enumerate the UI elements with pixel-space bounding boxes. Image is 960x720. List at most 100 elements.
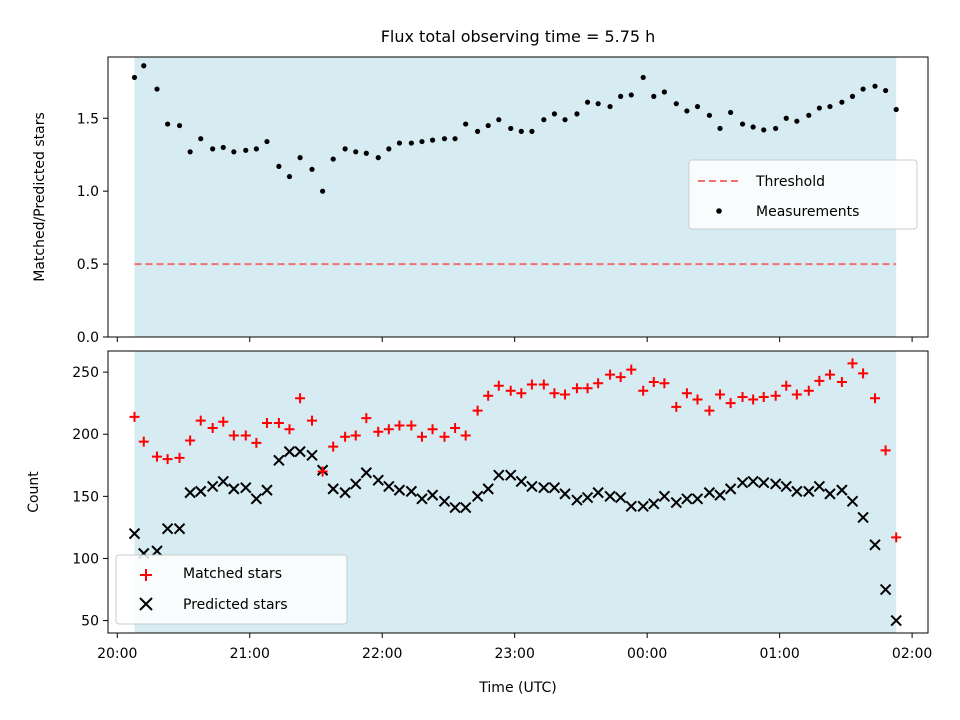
- measurement-point: [176, 122, 183, 129]
- measurement-point: [728, 109, 734, 116]
- predicted-star-point: [824, 488, 836, 500]
- matched-star-point: [218, 416, 229, 427]
- matched-star-point: [671, 401, 682, 412]
- measurement-point: [286, 173, 293, 180]
- predicted-star-point: [857, 511, 869, 524]
- measurement-point: [529, 128, 535, 134]
- predicted-star-point: [482, 483, 494, 495]
- legend-predicted-label: Predicted stars: [183, 597, 288, 613]
- predicted-star-point: [206, 480, 219, 493]
- predicted-star-points: [128, 445, 902, 627]
- measurement-point: [131, 74, 138, 81]
- matched-star-point: [162, 454, 173, 465]
- top-y-axis: 0.0 0.5 1.0 1.5: [77, 111, 108, 346]
- matched-star-point: [516, 388, 527, 399]
- measurement-point: [463, 121, 469, 127]
- measurement-point: [562, 117, 568, 123]
- bottom-legend: Matched stars Predicted stars: [115, 554, 348, 625]
- measurement-point: [452, 136, 458, 142]
- predicted-star-point: [724, 483, 737, 495]
- predicted-star-point: [493, 469, 505, 481]
- predicted-star-point: [261, 484, 273, 496]
- matched-star-point: [891, 532, 902, 543]
- matched-star-point: [659, 378, 670, 389]
- matched-star-point: [560, 389, 571, 400]
- predicted-star-point: [273, 454, 285, 467]
- predicted-star-point: [670, 496, 683, 509]
- predicted-star-point: [438, 495, 451, 508]
- measurement-point: [441, 136, 448, 142]
- x-tick-label: 22:00: [362, 646, 402, 662]
- top-panel: 0.0 0.5 1.0 1.5 Matched/Predicted stars Thr…: [32, 56, 929, 346]
- matched-star-point: [416, 431, 427, 442]
- measurement-point: [198, 136, 204, 142]
- matched-star-point: [725, 398, 736, 409]
- legend-matched-label: Matched stars: [183, 566, 282, 582]
- matched-star-point: [439, 431, 450, 442]
- x-tick-label: 01:00: [759, 646, 799, 662]
- predicted-star-point: [548, 481, 561, 494]
- chart-title: Flux total observing time = 5.75 h: [381, 27, 656, 46]
- bottom-y-axis: 50 100 150 200 250: [72, 365, 108, 630]
- matched-star-point: [605, 369, 616, 380]
- predicted-star-point: [836, 484, 848, 496]
- x-tick-label: 20:00: [97, 646, 137, 662]
- predicted-star-point: [240, 481, 252, 494]
- measurement-point: [761, 127, 767, 133]
- measurement-point: [210, 146, 216, 152]
- measurement-point: [684, 108, 690, 114]
- top-y-axis-label: Matched/Predicted stars: [32, 112, 48, 282]
- measurement-point: [849, 93, 856, 99]
- measurement-point: [827, 103, 833, 110]
- matched-star-point: [870, 393, 881, 404]
- matched-star-point: [284, 424, 295, 435]
- top-legend-box: [688, 159, 918, 230]
- predicted-star-point: [780, 480, 792, 493]
- x-axis-label: Time (UTC): [478, 680, 556, 696]
- matched-star-point: [373, 426, 384, 437]
- predicted-star-point: [250, 493, 263, 505]
- matched-star-point: [692, 394, 703, 405]
- measurement-point: [231, 149, 237, 155]
- measurement-point: [508, 125, 514, 132]
- predicted-star-point: [405, 485, 418, 498]
- predicted-star-point: [813, 480, 826, 493]
- matched-star-point: [748, 394, 759, 405]
- measurement-point: [694, 103, 701, 110]
- predicted-star-point: [416, 493, 428, 505]
- predicted-star-point: [294, 445, 306, 458]
- measurement-point: [893, 106, 899, 113]
- matched-star-point: [350, 430, 361, 441]
- predicted-star-point: [747, 475, 759, 488]
- matched-star-point: [383, 424, 394, 435]
- predicted-star-point: [637, 500, 649, 512]
- matched-star-point: [538, 379, 549, 390]
- measurement-point: [618, 93, 624, 99]
- measurement-point: [396, 140, 403, 146]
- matched-star-point: [174, 452, 185, 463]
- top-y-tick-label: 0.0: [77, 330, 99, 346]
- predicted-star-point: [769, 478, 782, 490]
- matched-star-point: [737, 391, 748, 402]
- measurement-point: [872, 83, 878, 89]
- measurement-point: [154, 86, 160, 92]
- matched-star-point: [460, 430, 471, 441]
- matched-star-point: [770, 390, 781, 401]
- predicted-star-point: [471, 490, 484, 503]
- measurement-point: [794, 118, 800, 124]
- top-legend: Threshold Measurements: [688, 159, 918, 230]
- measurement-point: [141, 63, 147, 69]
- measurement-point: [165, 121, 171, 127]
- predicted-star-point: [879, 583, 892, 596]
- predicted-star-point: [372, 474, 384, 486]
- top-x-tick-marks: [116, 337, 913, 342]
- matched-star-point: [273, 418, 284, 429]
- matched-star-point: [240, 430, 251, 441]
- matched-star-point: [824, 369, 835, 380]
- predicted-star-point: [151, 545, 163, 557]
- bottom-y-tick-label: 50: [81, 614, 99, 630]
- measurement-point: [309, 166, 315, 172]
- matched-star-point: [549, 388, 560, 399]
- matched-star-point: [406, 420, 417, 431]
